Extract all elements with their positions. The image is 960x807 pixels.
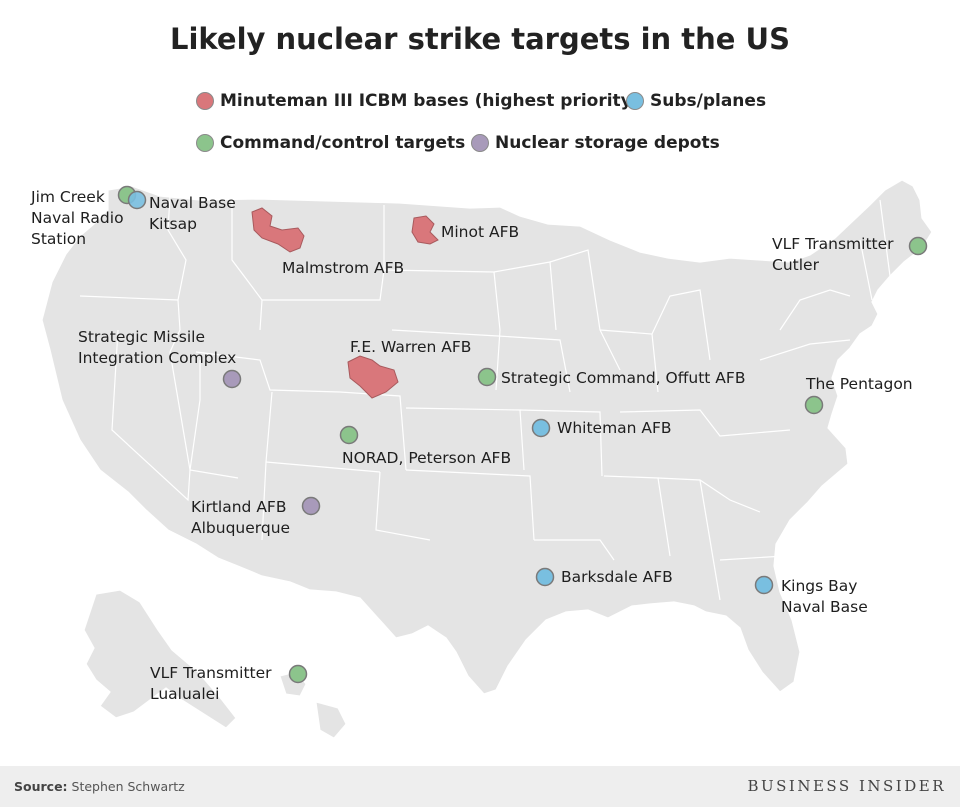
marker-norad bbox=[339, 425, 359, 445]
footer: Source: Stephen Schwartz BUSINESS INSIDE… bbox=[0, 766, 960, 807]
icbm-swatch-icon bbox=[196, 92, 214, 110]
source-value: Stephen Schwartz bbox=[71, 779, 185, 794]
hawaii-island bbox=[315, 701, 347, 739]
legend-item-storage: Nuclear storage depots bbox=[471, 133, 720, 153]
state-borders bbox=[79, 195, 891, 601]
label-jim-creek: Jim Creek Naval Radio Station bbox=[31, 188, 124, 248]
label-offutt: Strategic Command, Offutt AFB bbox=[501, 369, 746, 387]
us-map bbox=[41, 179, 933, 739]
label-vlf-lualualei: VLF Transmitter Lualualei bbox=[150, 664, 272, 703]
marker-naval-base-kitsap bbox=[127, 190, 147, 210]
storage-swatch-icon bbox=[471, 134, 489, 152]
label-norad: NORAD, Peterson AFB bbox=[342, 449, 512, 467]
label-malmstrom-afb: Malmstrom AFB bbox=[282, 259, 405, 277]
contiguous-us-landmass bbox=[41, 179, 933, 695]
marker-pentagon bbox=[804, 395, 824, 415]
marker-vlf-lualualei bbox=[288, 664, 308, 684]
business-insider-logo: BUSINESS INSIDER bbox=[747, 777, 946, 795]
alaska-landmass bbox=[83, 589, 237, 729]
label-vlf-cutler: VLF Transmitter Cutler bbox=[772, 235, 894, 274]
label-pentagon: The Pentagon bbox=[806, 375, 913, 393]
source-credit: Source: Stephen Schwartz bbox=[14, 779, 185, 794]
label-strategic-missile-complex: Strategic Missile Integration Complex bbox=[78, 328, 237, 367]
legend-label-icbm: Minuteman III ICBM bases (highest priori… bbox=[220, 91, 640, 111]
label-kings-bay: Kings Bay Naval Base bbox=[781, 577, 868, 616]
label-fe-warren-afb: F.E. Warren AFB bbox=[350, 338, 472, 356]
label-minot-afb: Minot AFB bbox=[441, 223, 520, 241]
label-whiteman: Whiteman AFB bbox=[557, 419, 672, 437]
marker-offutt bbox=[477, 367, 497, 387]
marker-vlf-cutler bbox=[908, 236, 928, 256]
legend-label-command: Command/control targets bbox=[220, 133, 466, 153]
label-kirtland: Kirtland AFB Albuquerque bbox=[191, 498, 291, 537]
icbm-bases bbox=[251, 207, 439, 399]
label-naval-base-kitsap: Naval Base Kitsap bbox=[149, 194, 236, 233]
marker-barksdale bbox=[535, 567, 555, 587]
legend-item-command: Command/control targets bbox=[196, 133, 465, 153]
subs-planes-swatch-icon bbox=[626, 92, 644, 110]
marker-kings-bay bbox=[754, 575, 774, 595]
fe-warren-afb-area bbox=[347, 355, 399, 399]
legend-label-storage: Nuclear storage depots bbox=[495, 133, 720, 153]
marker-strategic-missile-complex bbox=[222, 369, 242, 389]
marker-whiteman bbox=[531, 418, 551, 438]
legend-label-subs: Subs/planes bbox=[650, 91, 767, 111]
label-barksdale: Barksdale AFB bbox=[561, 568, 673, 586]
point-markers bbox=[117, 185, 928, 684]
land-group bbox=[41, 179, 933, 739]
legend-item-subs: Subs/planes bbox=[626, 91, 766, 111]
marker-kirtland bbox=[301, 496, 321, 516]
legend-item-icbm: Minuteman III ICBM bases (highest priori… bbox=[196, 91, 640, 111]
source-label: Source: bbox=[14, 779, 68, 794]
command-swatch-icon bbox=[196, 134, 214, 152]
map-title: Likely nuclear strike targets in the US bbox=[169, 22, 790, 56]
malmstrom-afb-area bbox=[251, 207, 305, 253]
minot-afb-area bbox=[411, 215, 439, 245]
